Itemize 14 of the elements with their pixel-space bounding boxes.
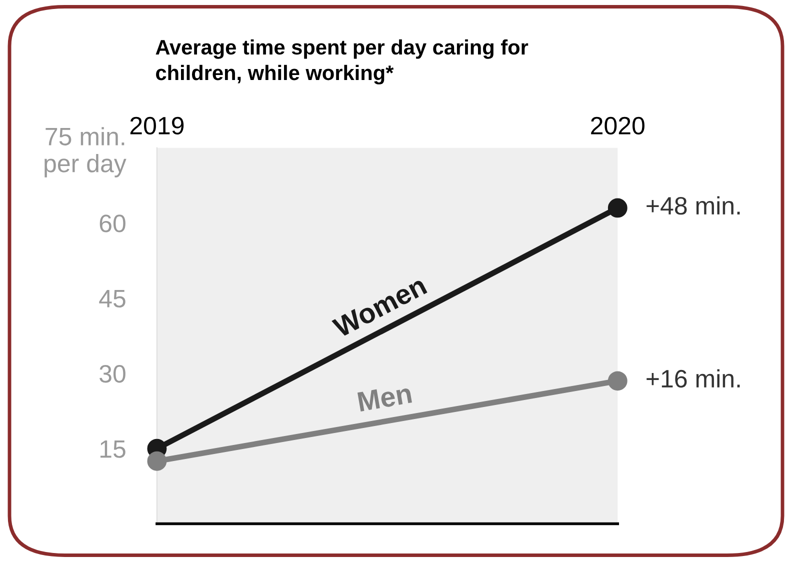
x-tick-label: 2020 bbox=[591, 116, 644, 135]
annotation: +16 min. bbox=[646, 369, 740, 388]
y-tick-label: 45 bbox=[99, 290, 126, 308]
x-tick-label: 2019 bbox=[130, 116, 184, 135]
point bbox=[147, 451, 167, 471]
text: Men bbox=[357, 384, 412, 412]
annotation: +48 min. bbox=[646, 196, 740, 215]
y-tick-label: 60 bbox=[100, 214, 126, 232]
chart-title: Average time spent per day caring for children, while working* bbox=[156, 39, 528, 84]
y-tick-label: 30 bbox=[100, 364, 126, 383]
y-tick-label: 75 min. per day bbox=[44, 127, 126, 178]
point bbox=[608, 371, 628, 391]
point bbox=[608, 198, 628, 218]
y-tick-label: 15 bbox=[100, 440, 126, 458]
